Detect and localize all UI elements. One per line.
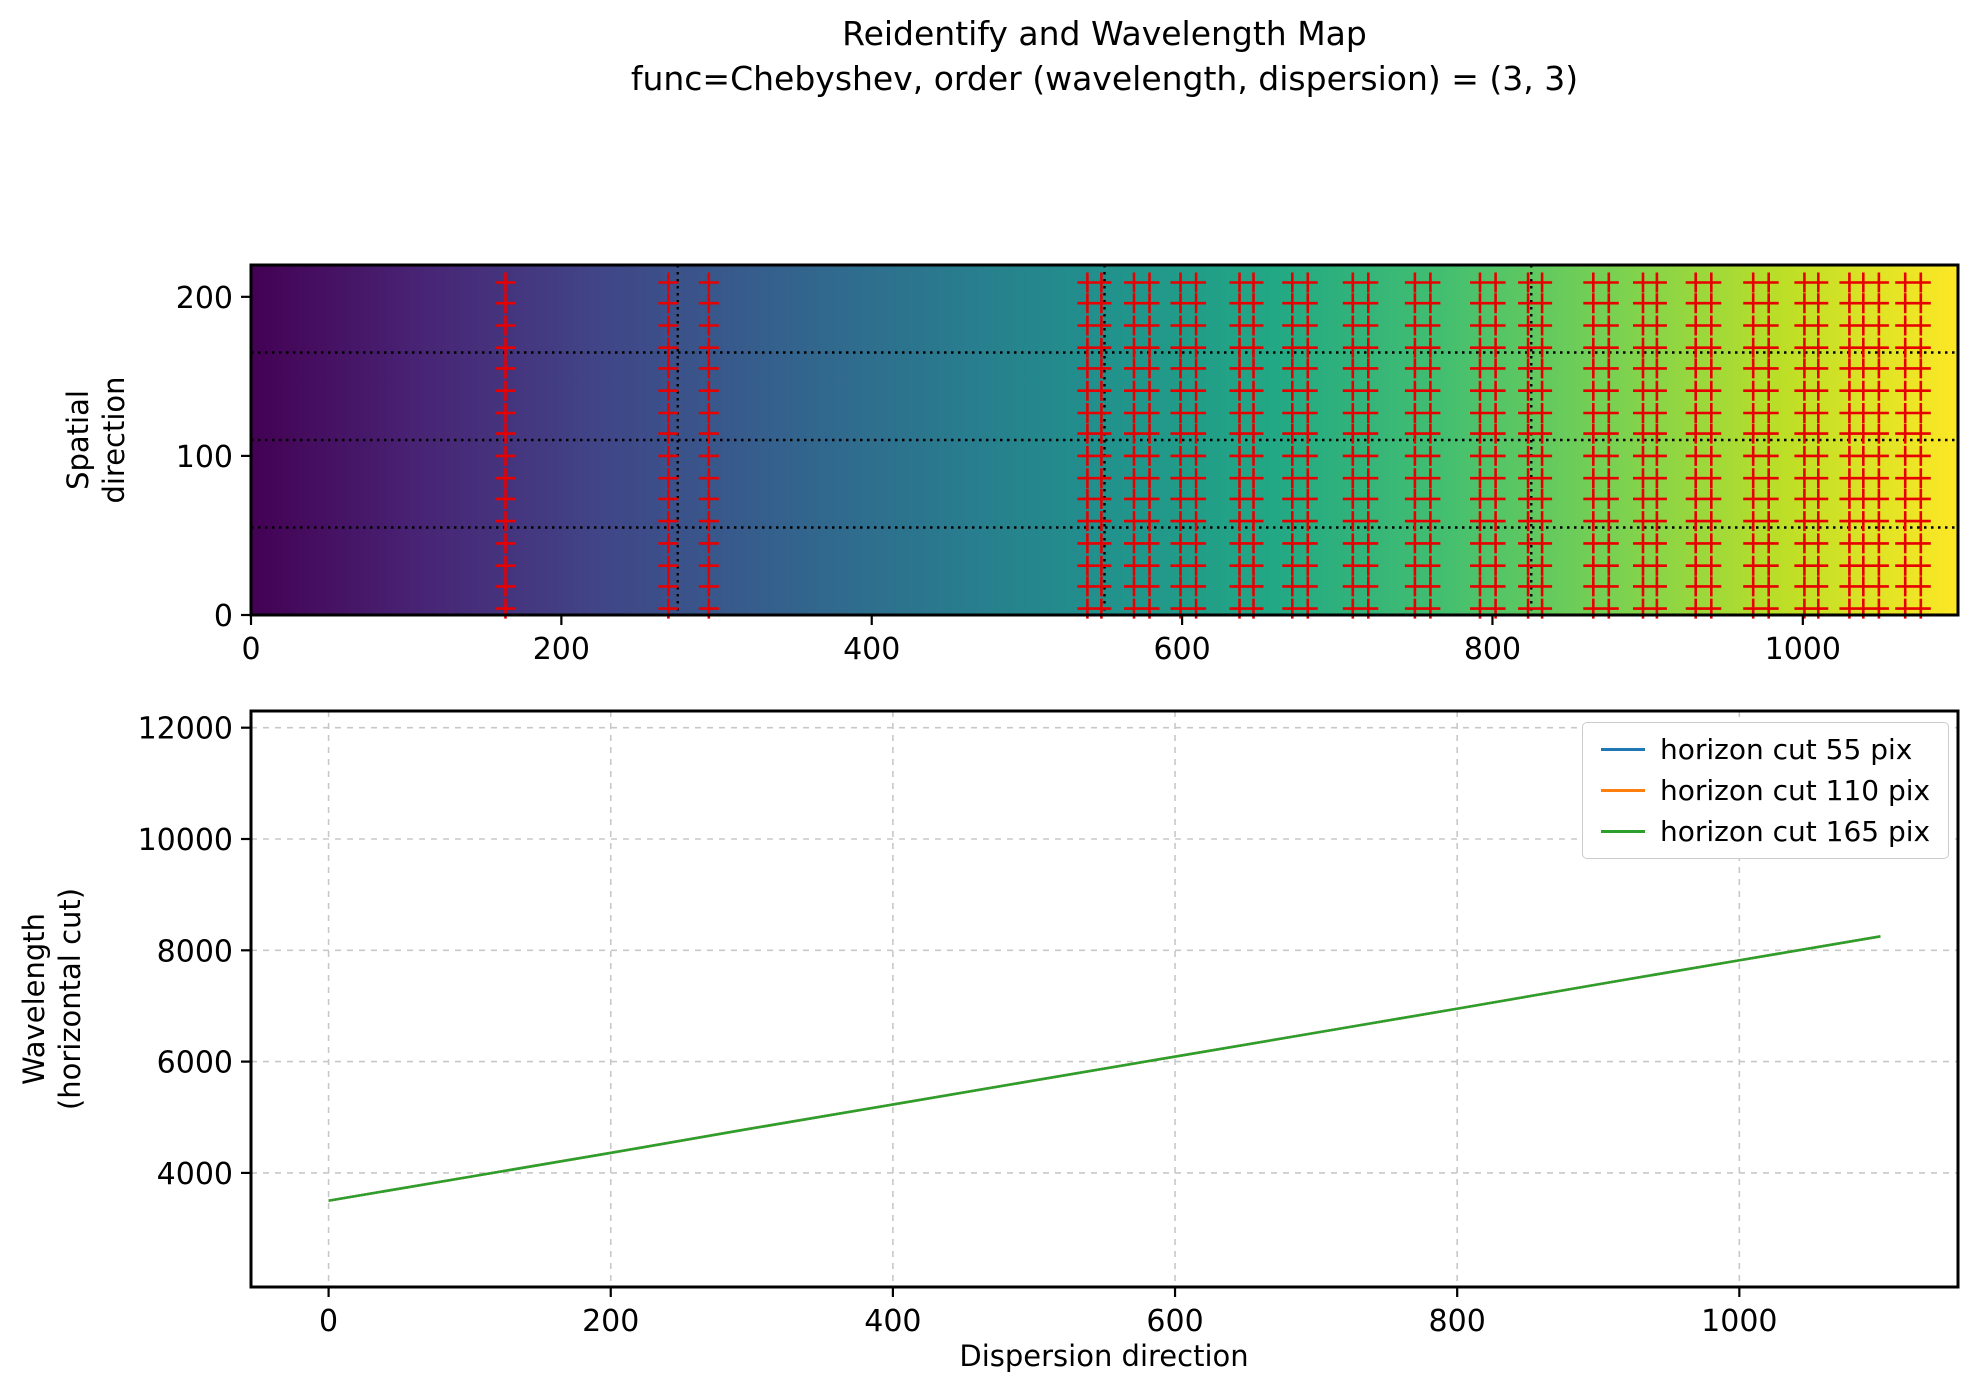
bottom-x-tick-label: 800: [1429, 1304, 1486, 1339]
bottom-x-tick-label: 600: [1146, 1304, 1203, 1339]
legend-label-cut-55: horizon cut 55 pix: [1660, 733, 1913, 766]
legend-item-cut-55: horizon cut 55 pix: [1601, 733, 1930, 766]
series-line: [328, 935, 1881, 1202]
top-y-tick-label: 200: [176, 281, 233, 316]
bottom-x-tick-label: 1000: [1701, 1304, 1777, 1339]
top-x-tick-label: 600: [1153, 632, 1210, 667]
top-x-tick-label: 400: [843, 632, 900, 667]
top-y-tick-label: 100: [176, 440, 233, 475]
top-axes-frame: [249, 263, 1960, 617]
bottom-y-tick-label: 10000: [138, 823, 233, 858]
bottom-y-tick-label: 12000: [138, 712, 233, 747]
bottom-x-tick-label: 200: [582, 1304, 639, 1339]
figure-title: Reidentify and Wavelength Map func=Cheby…: [251, 12, 1958, 101]
dispersion-direction-axis-label: Dispersion direction: [959, 1339, 1249, 1373]
legend-label-cut-165: horizon cut 165 pix: [1660, 815, 1931, 848]
spatial-direction-axis-label: Spatial direction: [60, 376, 131, 504]
identified-line-markers: [495, 272, 1931, 619]
bottom-axes-frame: [249, 709, 1960, 1289]
top-x-tick-label: 1000: [1765, 632, 1841, 667]
bottom-x-tick-label: 0: [319, 1304, 338, 1339]
top-x-tick-label: 0: [241, 632, 260, 667]
top-x-tick-label: 800: [1464, 632, 1521, 667]
legend-label-cut-110: horizon cut 110 pix: [1660, 774, 1931, 807]
top-y-tick-label: 0: [214, 599, 233, 634]
legend: horizon cut 55 pix horizon cut 110 pix h…: [1582, 722, 1950, 859]
legend-line-swatch-cut-55: [1601, 748, 1645, 751]
wavelength-axis-label: Wavelength (horizontal cut): [16, 887, 87, 1111]
legend-line-swatch-cut-110: [1601, 789, 1645, 792]
legend-item-cut-110: horizon cut 110 pix: [1601, 774, 1930, 807]
bottom-x-tick-label: 400: [864, 1304, 921, 1339]
legend-line-swatch-cut-165: [1601, 830, 1645, 833]
bottom-y-tick-label: 6000: [157, 1046, 233, 1081]
legend-item-cut-165: horizon cut 165 pix: [1601, 815, 1930, 848]
wavelength-map-plot: 0 200 400 600 800 1000 0 100 200: [176, 263, 1960, 667]
top-x-tick-label: 200: [533, 632, 590, 667]
figure-title-line2: func=Chebyshev, order (wavelength, dispe…: [630, 58, 1579, 98]
bottom-y-tick-label: 8000: [157, 934, 233, 969]
bottom-y-tick-label: 4000: [157, 1157, 233, 1192]
figure-title-line1: Reidentify and Wavelength Map: [842, 14, 1367, 53]
